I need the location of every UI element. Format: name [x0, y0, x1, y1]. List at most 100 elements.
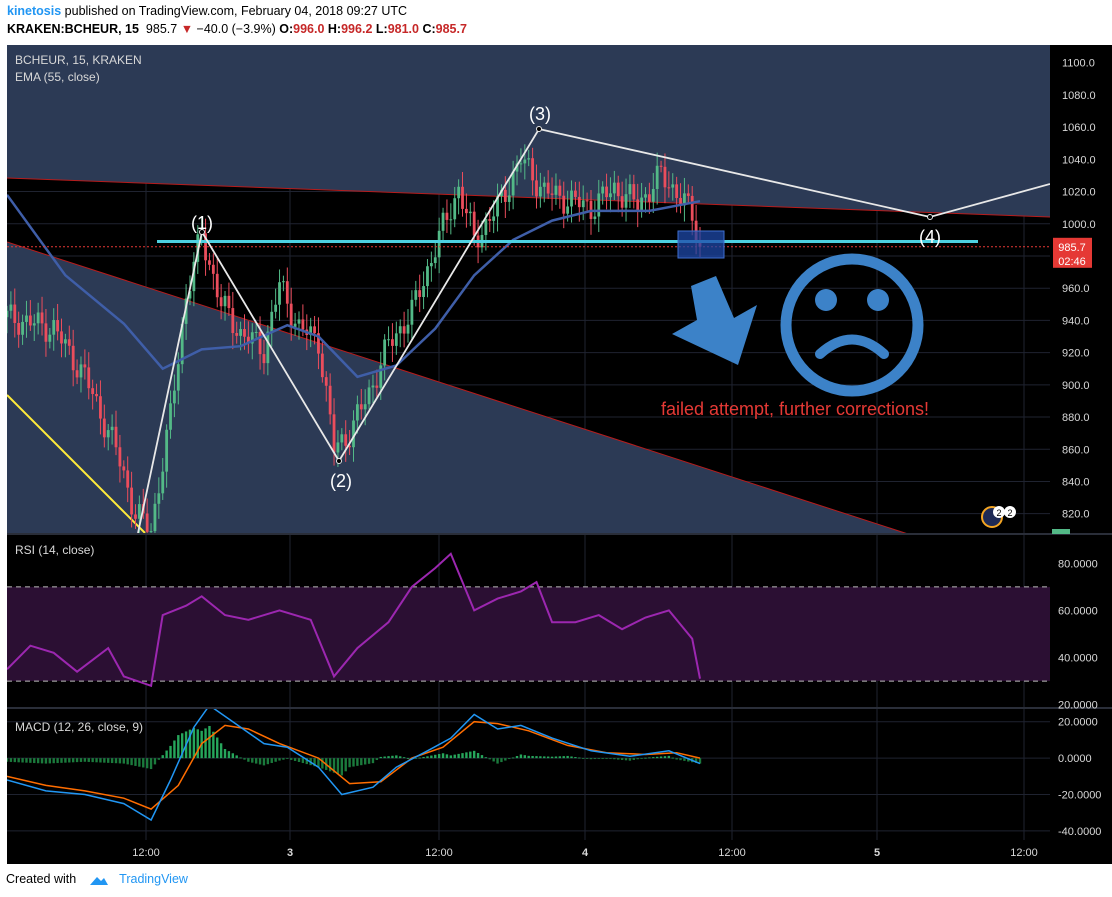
macd-histogram-bar [363, 758, 367, 765]
wave-point[interactable] [199, 229, 205, 235]
wave-label-2[interactable]: (2) [330, 471, 352, 491]
macd-histogram-bar [566, 755, 569, 759]
rsi-line[interactable] [7, 552, 701, 688]
candle-body [352, 420, 355, 448]
macd-histogram-bar [387, 756, 390, 759]
macd-histogram-bar [153, 758, 157, 765]
macd-histogram-bar [40, 758, 44, 764]
channel-lower-line[interactable] [7, 241, 1050, 580]
macd-axis-labels: -40.0000 -20.0000 0.0000 20.0000 [1058, 717, 1101, 838]
candle-body [246, 336, 250, 344]
macd-histogram-bar [122, 758, 125, 764]
wave-label-3[interactable]: (3) [529, 104, 551, 124]
time-axis[interactable] [7, 840, 1112, 864]
macd-histogram-bar [418, 757, 421, 759]
channel-upper-line[interactable] [7, 177, 1050, 218]
candle-body [554, 185, 558, 195]
candle-body [441, 212, 445, 231]
wave-point[interactable] [927, 214, 933, 220]
rsi-axis-labels: 20.0000 40.0000 60.0000 80.0000 [1058, 558, 1098, 711]
candle-body [531, 158, 534, 181]
wave-label-4[interactable]: (4) [919, 227, 941, 247]
macd-histogram-bar [274, 758, 277, 762]
macd-histogram-bar [99, 758, 102, 763]
macd-histogram-bar [399, 756, 402, 759]
macd-histogram-bar [239, 757, 242, 759]
candle-body [7, 310, 9, 318]
rsi-tick-label: 60.0000 [1058, 605, 1098, 617]
yellow-trendline[interactable] [7, 394, 146, 533]
macd-histogram-bar [698, 758, 702, 764]
published-text: published on TradingView.com, February 0… [64, 4, 408, 18]
macd-histogram-bar [282, 758, 285, 760]
macd-histogram-bar [640, 758, 643, 759]
candle-body [204, 233, 207, 261]
tradingview-link[interactable]: TradingView [119, 872, 188, 886]
ema-legend[interactable]: EMA (55, close) [15, 70, 100, 84]
candle-body [313, 326, 316, 334]
rsi-pane-title[interactable]: RSI (14, close) [15, 543, 94, 557]
macd-histogram-bar [95, 758, 98, 763]
candle-body [612, 182, 616, 194]
macd-histogram-bar [169, 745, 172, 759]
macd-line[interactable] [7, 705, 701, 822]
elliott-wave-lines[interactable] [137, 127, 1050, 533]
macd-histogram-bar [266, 758, 270, 765]
macd-tick-label: -20.0000 [1058, 790, 1101, 802]
macd-histogram-bar [219, 743, 223, 759]
macd-histogram-bar [60, 758, 63, 763]
wave-point[interactable] [536, 126, 542, 132]
candle-body [110, 426, 114, 431]
macd-histogram-bar [367, 758, 371, 764]
wave-label-1[interactable]: (1) [191, 213, 213, 233]
countdown-timer: 02:46 [1058, 256, 1086, 268]
macd-histogram-bar [562, 756, 565, 759]
macd-histogram-bar [13, 758, 16, 763]
candle-body [488, 219, 492, 221]
macd-histogram-bar [582, 758, 585, 759]
macd-histogram-bar [17, 758, 20, 763]
candle-body [632, 184, 636, 200]
candle-body [274, 304, 278, 312]
candle-body [153, 503, 157, 532]
macd-histogram-bar [7, 758, 9, 762]
macd-histogram-bar [543, 756, 546, 759]
close-label: C: [422, 22, 436, 36]
time-tick-label: 4 [582, 847, 589, 859]
candle-body [180, 323, 184, 365]
macd-histogram-bar [694, 758, 698, 763]
macd-pane-title[interactable]: MACD (12, 26, close, 9) [15, 720, 143, 734]
author-name[interactable]: kinetosis [7, 4, 62, 18]
candle-body [21, 321, 24, 335]
macd-histogram-bar [527, 755, 530, 759]
event-badges[interactable]: 2 2 [981, 506, 1016, 528]
macd-histogram-bar [356, 758, 359, 766]
highlight-box[interactable] [677, 230, 725, 259]
macd-histogram-bar [352, 758, 355, 767]
candle-body [383, 339, 387, 366]
price-tick-label: 940.0 [1062, 315, 1090, 327]
candle-body [679, 197, 682, 206]
comment-text[interactable]: failed attempt, further corrections! [661, 399, 929, 419]
candle-body [683, 193, 686, 206]
channel-fill-lower [7, 242, 1050, 533]
ema-line[interactable] [7, 194, 701, 379]
macd-histogram-bar [605, 758, 608, 759]
candle-body [9, 304, 13, 311]
candle-body [324, 377, 328, 386]
sad-face-icon[interactable] [780, 253, 924, 397]
macd-histogram-bar [71, 758, 75, 763]
wave-point[interactable] [336, 458, 342, 464]
macd-histogram-bar [449, 755, 453, 759]
arrow-down-icon[interactable] [672, 276, 757, 365]
close-value: 985.7 [435, 22, 467, 36]
cloud-logo-icon[interactable] [88, 874, 110, 886]
macd-histogram-bar [161, 755, 164, 759]
candle-body [293, 323, 297, 327]
high-label: H: [327, 22, 342, 36]
macd-histogram-bar [484, 757, 488, 759]
macd-histogram-bar [216, 737, 219, 759]
macd-histogram-bar [68, 758, 71, 763]
candle-body [523, 159, 527, 164]
